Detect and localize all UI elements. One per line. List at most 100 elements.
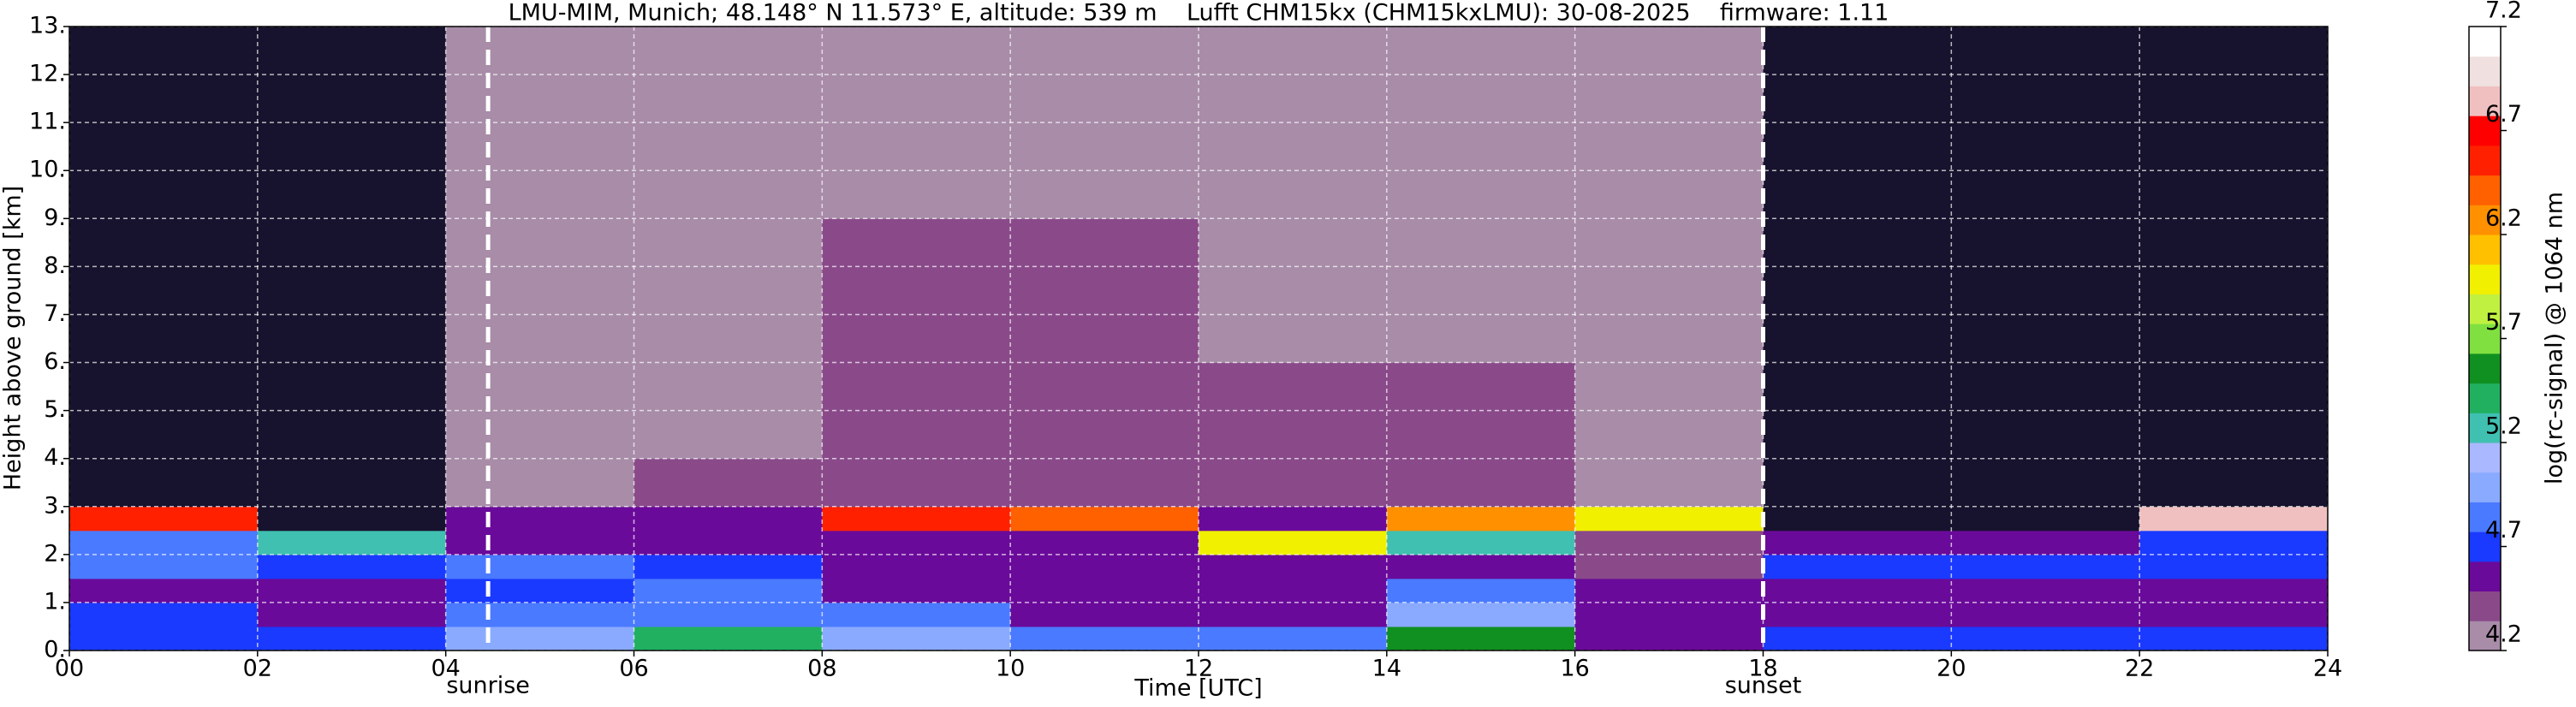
- cell: [1010, 506, 1199, 532]
- colorbar-tick-label: 4.7: [2485, 517, 2522, 544]
- colorbar-segment: [2469, 413, 2501, 443]
- chart-title: LMU-MIM, Munich; 48.148° N 11.573° E, al…: [509, 0, 1889, 27]
- cell: [1951, 506, 2140, 532]
- cell: [1199, 602, 1388, 627]
- colorbar-segment: [2469, 264, 2501, 294]
- y-tick-label: 11.: [29, 109, 66, 135]
- cell: [1386, 506, 1576, 532]
- cell: [1199, 27, 1388, 219]
- cell: [257, 218, 447, 364]
- colorbar-segment: [2469, 235, 2501, 265]
- colorbar-tick-label: 6.7: [2485, 101, 2522, 128]
- cell: [1574, 554, 1764, 579]
- colorbar-tick-label: 6.2: [2485, 205, 2522, 232]
- cell: [257, 578, 447, 603]
- cell: [634, 626, 823, 651]
- colorbar-segment: [2469, 27, 2501, 57]
- cell: [822, 458, 1011, 508]
- y-tick-label: 1.: [44, 588, 66, 615]
- x-tick-label: 08: [807, 656, 836, 682]
- y-tick-label: 10.: [29, 157, 66, 183]
- cell: [257, 602, 447, 627]
- y-tick-label: 5.: [44, 396, 66, 423]
- cell: [634, 530, 823, 556]
- cell: [1951, 530, 2140, 556]
- cell: [69, 458, 259, 508]
- cell: [1763, 458, 1952, 508]
- colorbar-segment: [2469, 383, 2501, 413]
- x-tick-label: 16: [1560, 656, 1589, 682]
- cell: [2139, 506, 2329, 532]
- y-tick-label: 7.: [44, 300, 66, 327]
- colorbar-segment: [2469, 56, 2501, 86]
- y-tick-label: 3.: [44, 492, 66, 519]
- cell: [445, 506, 634, 532]
- cell: [822, 554, 1011, 579]
- colorbar-segment: [2469, 324, 2501, 354]
- x-tick-label: 24: [2313, 656, 2342, 682]
- colorbar-segment: [2469, 205, 2501, 235]
- cell: [1010, 218, 1199, 364]
- colorbar-segment: [2469, 86, 2501, 116]
- cell: [1010, 554, 1199, 579]
- cell: [822, 578, 1011, 603]
- cell: [1386, 530, 1576, 556]
- colorbar-tick-label: 5.2: [2485, 413, 2522, 440]
- cell: [1951, 218, 2140, 364]
- cell: [1951, 578, 2140, 603]
- cell: [1010, 578, 1199, 603]
- x-tick-label: 22: [2125, 656, 2154, 682]
- colorbar-segment: [2469, 591, 2501, 621]
- cell: [2139, 602, 2329, 627]
- x-tick-label: 18: [1748, 656, 1777, 682]
- cell: [1763, 626, 1952, 651]
- cell: [69, 602, 259, 627]
- cell: [1574, 218, 1764, 364]
- cell: [69, 506, 259, 532]
- cell: [1951, 626, 2140, 651]
- y-tick-label: 9.: [44, 205, 66, 231]
- cell: [822, 602, 1011, 627]
- cell: [2139, 458, 2329, 508]
- x-tick-label: 02: [243, 656, 272, 682]
- cell: [1763, 530, 1952, 556]
- cell: [1386, 218, 1576, 364]
- cell: [822, 218, 1011, 364]
- cell: [1386, 602, 1576, 627]
- cell: [445, 218, 634, 364]
- colorbar-segment: [2469, 443, 2501, 473]
- x-tick-label: 04: [431, 656, 460, 682]
- x-tick-label: 12: [1184, 656, 1213, 682]
- cell: [2139, 530, 2329, 556]
- cell: [257, 506, 447, 532]
- cell: [445, 554, 634, 579]
- cell: [822, 530, 1011, 556]
- x-axis-label: Time [UTC]: [1133, 675, 1262, 702]
- colorbar-tick-label: 4.2: [2485, 621, 2522, 648]
- cell: [1574, 458, 1764, 508]
- colorbar-segment: [2469, 353, 2501, 384]
- cell: [1199, 506, 1388, 532]
- colorbar-segment: [2469, 175, 2501, 205]
- cell: [1763, 218, 1952, 364]
- colorbar-segment: [2469, 116, 2501, 146]
- colorbar-segment: [2469, 532, 2501, 562]
- cell: [2139, 218, 2329, 364]
- cell: [1763, 554, 1952, 579]
- cell: [1763, 602, 1952, 627]
- cell: [634, 578, 823, 603]
- cell: [1574, 506, 1764, 532]
- cell: [69, 218, 259, 364]
- cell: [1199, 626, 1388, 651]
- cell: [1010, 530, 1199, 556]
- cell: [69, 578, 259, 603]
- cell: [445, 626, 634, 651]
- cell: [2139, 578, 2329, 603]
- x-tick-label: 06: [619, 656, 648, 682]
- cell: [257, 458, 447, 508]
- cell: [634, 218, 823, 364]
- cell: [445, 578, 634, 603]
- y-tick-label: 6.: [44, 348, 66, 375]
- cell: [1010, 626, 1199, 651]
